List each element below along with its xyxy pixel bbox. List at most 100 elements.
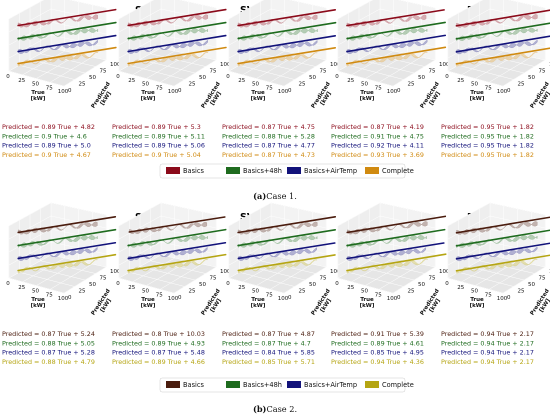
gridline: [283, 59, 327, 87]
legend-swatch: [166, 381, 180, 388]
x-axis-label-line2: [kW]: [31, 303, 46, 309]
legend-swatch: [226, 167, 240, 174]
x-tick-label: 50: [361, 82, 368, 88]
scatter-band: [18, 221, 98, 235]
y-axis-label-line2: [kW]: [539, 298, 550, 314]
legend-label: Basics+48h: [243, 381, 282, 389]
gridline: [507, 0, 546, 9]
fit-line: [127, 241, 227, 260]
fit-equation: Predicted = 0.88 True + 5.28: [222, 132, 315, 140]
gridline: [8, 8, 52, 33]
legend-swatch: [365, 167, 379, 174]
fit-line: [455, 254, 550, 272]
x-tick-label: 25: [457, 285, 464, 291]
y-tick-label: 75: [100, 69, 107, 75]
fit-equation: Predicted = 0.9 True + 4.67: [2, 151, 91, 159]
fit-equation: Predicted = 0.87 True + 5.24: [2, 330, 95, 338]
gridline: [447, 21, 491, 46]
x-tick-label: 100: [387, 89, 398, 95]
gridline: [228, 8, 272, 33]
y-tick-label: 25: [408, 82, 415, 88]
x-tick-label: 75: [375, 85, 382, 91]
fit-line: [237, 242, 336, 260]
gridline: [447, 202, 491, 227]
y-tick-label: 75: [539, 69, 546, 75]
y-axis-label: Predicted[kW]: [311, 288, 333, 316]
x-axis-label-line1: True: [141, 297, 155, 303]
gridline: [118, 21, 162, 46]
fit-equation: Predicted = 0.91 True + 5.39: [331, 330, 424, 338]
fit-equation: Predicted = 0.87 True + 4.7: [222, 339, 311, 347]
gridline: [502, 266, 546, 294]
gridline: [337, 21, 381, 46]
legend: Basics Basics+48h Basics+AirTemp Complete: [159, 163, 414, 179]
y-tick-label: 75: [429, 276, 436, 282]
gridline: [369, 260, 425, 274]
y-tick-label: 25: [189, 82, 196, 88]
x-tick-label: 0: [445, 281, 449, 287]
x-tick-label: 50: [361, 289, 368, 295]
scatter-band: [238, 259, 318, 274]
x-tick-label: 0: [335, 74, 339, 80]
gridline: [50, 202, 107, 216]
y-axis-label: Predicted[kW]: [311, 81, 333, 109]
x-axis-label-line2: [kW]: [31, 96, 46, 102]
y-tick-label: 25: [79, 82, 86, 88]
gridline: [392, 266, 436, 294]
scatter-band: [346, 27, 428, 41]
gridline: [8, 0, 45, 20]
legend-frame: [159, 377, 406, 393]
fit-equation: Predicted = 0.94 True + 2.17: [441, 358, 534, 366]
fit-line: [127, 8, 227, 27]
y-tick-label: 25: [518, 289, 525, 295]
fit-equation: Predicted = 0.89 True + 4.66: [112, 358, 205, 366]
y-tick-label: 50: [528, 282, 535, 288]
fit-equation: Predicted = 0.95 True + 1.82: [441, 142, 534, 150]
x-tick-label: 100: [497, 89, 508, 95]
legend-swatch: [287, 381, 301, 388]
fit-equation: Predicted = 0.87 True + 4.19: [331, 123, 424, 131]
y-tick-label: 0: [178, 295, 182, 301]
scatter-band: [237, 52, 318, 67]
scatter-band: [456, 27, 538, 42]
gridline: [228, 0, 265, 20]
x-axis-label-line1: True: [360, 297, 374, 303]
gridline: [68, 0, 107, 9]
x-tick-label: 75: [46, 292, 53, 298]
fit-equation: Predicted = 0.93 True + 3.69: [331, 151, 424, 159]
fit-equation: Predicted = 0.87 True + 4.75: [222, 123, 315, 131]
fit-line: [17, 8, 117, 27]
y-axis-label-line2: [kW]: [539, 91, 550, 107]
x-tick-label: 50: [32, 289, 39, 295]
scatter-band: [237, 221, 318, 235]
gridline: [447, 8, 491, 33]
x-tick-label: 0: [445, 74, 449, 80]
legend-label: Basics: [183, 381, 204, 389]
fit-line: [17, 21, 117, 40]
panel-caption: (a)Case 1.: [253, 191, 297, 201]
scatter-band: [456, 258, 538, 274]
x-tick-label: 0: [6, 281, 10, 287]
x-axis-label-line1: True: [360, 90, 374, 96]
subplot-svm-sigmoid: SVM-Sigmoid0255075100True[kW]0255075100P…: [222, 202, 341, 366]
y-tick-label: 100: [330, 269, 341, 275]
y-tick-label: 100: [439, 62, 450, 68]
gridline: [50, 56, 93, 83]
fit-equation: Predicted = 0.87 True + 5.28: [2, 349, 95, 357]
x-tick-label: 25: [238, 285, 245, 291]
fit-line: [17, 253, 117, 272]
scatter-band: [17, 259, 98, 274]
x-tick-label: 100: [168, 296, 179, 302]
fit-line: [346, 9, 445, 27]
gridline: [337, 202, 381, 227]
caption-text: Case 1.: [266, 191, 297, 201]
x-axis-label-line2: [kW]: [360, 96, 375, 102]
scatter-band: [456, 51, 538, 67]
subplot-svm-radial: SVM-Radial0255075100True[kW]0255075100Pr…: [112, 202, 231, 366]
legend-swatch: [166, 167, 180, 174]
gridline: [8, 21, 52, 46]
y-tick-label: 25: [189, 289, 196, 295]
gridline: [63, 266, 107, 294]
y-tick-label: 75: [320, 276, 327, 282]
